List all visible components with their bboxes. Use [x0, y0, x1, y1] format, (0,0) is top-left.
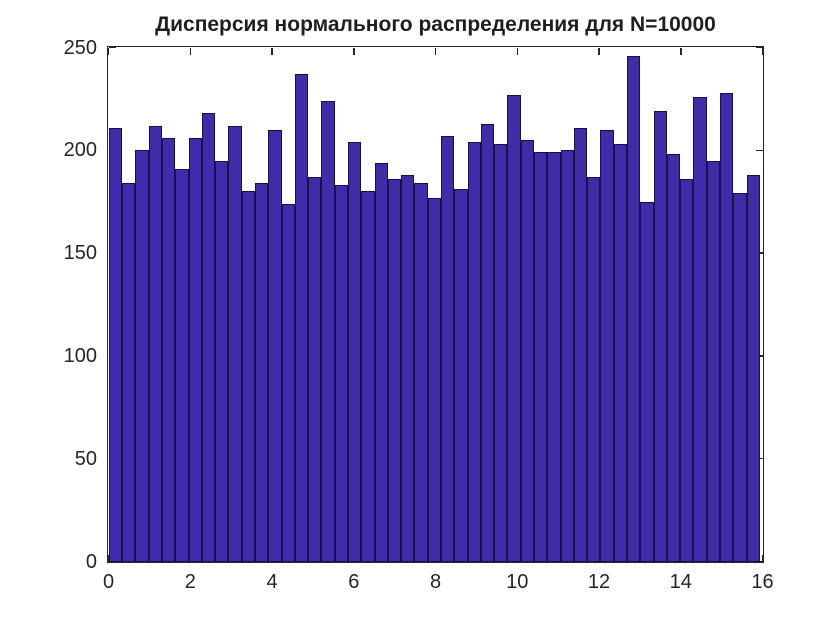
y-tick-label: 50 — [74, 447, 97, 470]
x-tick-label: 2 — [184, 571, 196, 593]
histogram-bar — [175, 168, 189, 563]
x-tick-label: 12 — [587, 571, 611, 593]
histogram-bar — [334, 185, 349, 563]
histogram-bar — [467, 142, 481, 563]
histogram-bar — [693, 96, 707, 563]
x-tick-mark — [189, 47, 191, 55]
histogram-bar — [613, 144, 627, 563]
x-tick-mark — [516, 47, 518, 55]
histogram-bar — [201, 113, 216, 563]
histogram-bar — [308, 177, 322, 563]
histogram-bar — [507, 94, 521, 563]
histogram-bar — [547, 152, 561, 563]
histogram-bar — [361, 191, 375, 563]
histogram-bar — [268, 129, 282, 563]
histogram-bar — [215, 160, 229, 563]
histogram-bar — [294, 74, 309, 563]
y-tick-label: 100 — [63, 344, 97, 367]
histogram-bar — [414, 183, 428, 563]
histogram-bar — [374, 162, 388, 563]
histogram-bar — [706, 160, 720, 563]
histogram-bar — [348, 142, 362, 563]
histogram-bar — [666, 154, 681, 563]
histogram-bar — [719, 92, 734, 563]
x-tick-mark — [353, 47, 355, 55]
chart-title: Дисперсия нормального распределения для … — [155, 13, 716, 36]
x-tick-mark — [107, 554, 110, 562]
y-tick-mark — [108, 46, 116, 49]
y-tick-label: 200 — [63, 139, 97, 162]
histogram-bar — [534, 152, 548, 563]
x-tick-mark — [680, 47, 682, 55]
histogram-bar — [162, 137, 176, 563]
y-tick-mark — [755, 149, 763, 152]
histogram-bar — [255, 183, 269, 563]
y-tick-label: 0 — [85, 550, 97, 573]
x-tick-label: 4 — [266, 571, 278, 593]
x-tick-mark — [434, 47, 437, 55]
histogram-bar — [454, 189, 468, 563]
x-tick-mark — [271, 47, 273, 55]
histogram-bar — [188, 137, 202, 563]
y-tick-label: 250 — [63, 36, 97, 59]
x-tick-label: 16 — [751, 571, 774, 593]
histogram-bar — [653, 111, 667, 563]
histogram-bar — [148, 125, 163, 563]
histogram-bar — [480, 123, 495, 563]
histogram-bar — [746, 174, 760, 563]
histogram-bar — [573, 127, 588, 563]
x-tick-label: 14 — [669, 571, 692, 593]
histogram-bar — [241, 191, 256, 563]
x-tick-label: 8 — [429, 571, 442, 593]
histogram-bar — [640, 201, 654, 563]
histogram-bar — [680, 179, 694, 563]
histogram-bar — [600, 129, 614, 563]
x-tick-mark — [107, 47, 110, 55]
histogram-bar — [587, 177, 601, 563]
histogram-bar — [135, 150, 149, 563]
histogram-bar — [626, 55, 641, 563]
x-tick-label: 0 — [102, 571, 115, 593]
histogram-bar — [281, 203, 295, 563]
x-tick-mark — [761, 554, 764, 562]
histogram-bar — [441, 135, 455, 563]
x-tick-mark — [761, 47, 764, 55]
histogram-bar — [427, 197, 441, 563]
histogram-bar — [228, 125, 242, 563]
histogram-bar — [387, 179, 402, 563]
histogram-bar — [520, 140, 534, 563]
x-tick-mark — [598, 47, 600, 55]
y-tick-label: 150 — [63, 242, 97, 265]
histogram-bar — [122, 183, 136, 563]
histogram-bar — [494, 144, 508, 563]
histogram-bar — [401, 174, 415, 563]
histogram-bar — [733, 193, 747, 563]
y-tick-mark — [755, 46, 763, 49]
x-tick-label: 6 — [348, 571, 360, 593]
histogram-bar — [560, 150, 574, 563]
histogram-bar — [321, 100, 335, 563]
x-tick-label: 10 — [506, 571, 529, 593]
plot-area — [107, 46, 764, 563]
histogram-bar — [108, 127, 123, 563]
